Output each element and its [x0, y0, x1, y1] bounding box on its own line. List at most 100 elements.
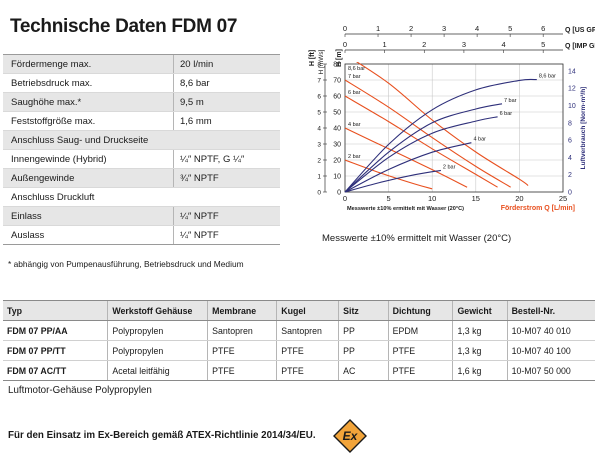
imp-gpm-tick-label: 3	[462, 40, 466, 49]
spec-value: 20 l/min	[173, 54, 280, 74]
model-header: Typ	[3, 300, 108, 321]
spec-label: Auslass	[3, 225, 174, 245]
air-curve-label: 8,6 bar	[539, 74, 556, 80]
spec-label: Einlass	[3, 206, 174, 226]
ex-atex-icon: Ex	[333, 419, 367, 453]
x-tick-label: 5	[387, 194, 391, 203]
spec-label: Betriebsdruck max.	[3, 73, 174, 93]
head-curve-label: 6 bar	[348, 90, 361, 96]
model-cell: EPDM	[387, 320, 453, 341]
us-gpm-tick-label: 2	[409, 24, 413, 33]
mws-tick-label: 6	[317, 94, 321, 101]
head-curve-label: 7 bar	[348, 74, 361, 80]
y-tick-label: 20	[333, 158, 341, 165]
model-cell: 1,6 kg	[452, 360, 508, 381]
imp-gpm-tick-label: 2	[422, 40, 426, 49]
imp-gpm-tick-label: 1	[383, 40, 387, 49]
spec-value: ¼″ NPTF	[173, 225, 280, 245]
y-tick-label: 10	[333, 174, 341, 181]
model-header: Sitz	[338, 300, 389, 321]
y-tick-label: 40	[333, 126, 341, 133]
spec-row: Einlass ¼″ NPTF	[3, 206, 280, 226]
spec-row: Innengewinde (Hybrid) ¼″ NPTF, G ¼″	[3, 149, 280, 169]
us-gpm-tick-label: 1	[376, 24, 380, 33]
model-type: FDM 07 PP/AA	[3, 320, 108, 341]
head-curve-4-bar	[345, 127, 468, 188]
spec-row: Betriebsdruck max. 8,6 bar	[3, 73, 280, 93]
model-cell: PTFE	[207, 340, 277, 361]
us-gpm-label: Q [US GPM]	[565, 27, 595, 34]
x-tick-label: 0	[343, 194, 347, 203]
chart-caption: Messwerte ±10% ermittelt mit Wasser (20°…	[322, 233, 512, 244]
air-tick-label: 4	[568, 155, 572, 162]
mws-tick-label: 0	[317, 190, 321, 197]
air-curve-7-bar	[344, 103, 503, 193]
air-curve-2-bar	[344, 169, 441, 193]
model-type: FDM 07 AC/TT	[3, 360, 108, 381]
spec-label: Fördermenge max.	[3, 54, 174, 74]
air-tick-label: 10	[568, 103, 576, 110]
model-cell: Santopren	[207, 320, 277, 341]
y-tick-label: 80	[333, 62, 341, 69]
model-header: Membrane	[207, 300, 277, 321]
mws-tick-label: 5	[317, 110, 321, 117]
model-cell: PP	[338, 320, 389, 341]
spec-value: ¼″ NPTF, G ¼″	[173, 149, 280, 169]
us-gpm-tick-label: 0	[343, 24, 347, 33]
model-cell: Acetal leitfähig	[107, 360, 208, 381]
us-gpm-tick-label: 3	[442, 24, 446, 33]
air-curve-4-bar	[344, 142, 472, 193]
air-curve-label: 4 bar	[473, 137, 486, 143]
y-tick-label: 0	[337, 190, 341, 197]
mws-tick-label: 7	[317, 78, 321, 85]
model-cell: PTFE	[387, 360, 453, 381]
spec-label: Innengewinde (Hybrid)	[3, 149, 174, 169]
model-header: Dichtung	[387, 300, 453, 321]
model-header: Kugel	[276, 300, 339, 321]
model-cell: PTFE	[207, 360, 277, 381]
air-tick-label: 0	[568, 190, 572, 197]
spec-value: ¾″ NPTF	[173, 168, 280, 188]
us-gpm-tick-label: 5	[508, 24, 512, 33]
spec-footnote: * abhängig von Pumpenausführung, Betrieb…	[8, 259, 244, 269]
model-cell: 10-M07 40 100	[506, 340, 595, 361]
model-row: FDM 07 PP/TT Polypropylen PTFE PTFE PP PTFE 1,…	[3, 340, 595, 361]
y-axis-label-mws: H [mWs]	[318, 49, 325, 74]
chart-inner-note: Messwerte ±10% ermittelt mit Wasser (20°…	[347, 206, 464, 212]
spec-label: Saughöhe max.*	[3, 92, 174, 112]
us-gpm-tick-label: 6	[541, 24, 545, 33]
y-tick-label: 60	[333, 94, 341, 101]
model-cell: PTFE	[387, 340, 453, 361]
y-tick-label: 70	[333, 78, 341, 85]
spec-row: Anschluss Saug- und Druckseite	[3, 130, 280, 150]
model-type: FDM 07 PP/TT	[3, 340, 108, 361]
mws-tick-label: 8	[317, 62, 321, 69]
mws-tick-label: 2	[317, 158, 321, 165]
imp-gpm-label: Q [IMP GPM]	[565, 43, 595, 50]
head-curve-7-bar	[345, 79, 511, 188]
x-tick-label: 20	[515, 194, 523, 203]
spec-value: 9,5 m	[173, 92, 280, 112]
ex-label: Ex	[343, 429, 359, 443]
head-curve-label: 2 bar	[348, 154, 361, 160]
spec-row: Fördermenge max. 20 l/min	[3, 54, 280, 74]
model-cell: Santopren	[276, 320, 339, 341]
model-cell: AC	[338, 360, 389, 381]
mws-tick-label: 3	[317, 142, 321, 149]
model-row: FDM 07 AC/TT Acetal leitfähig PTFE PTFE AC PT…	[3, 360, 595, 381]
spec-label: Feststoffgröße max.	[3, 111, 174, 131]
atex-note: Für den Einsatz im Ex-Bereich gemäß ATEX…	[8, 430, 316, 441]
model-cell: 1,3 kg	[452, 320, 508, 341]
air-tick-label: 2	[568, 172, 572, 179]
spec-label: Außengewinde	[3, 168, 174, 188]
air-tick-label: 12	[568, 86, 576, 93]
head-curve-2-bar	[345, 159, 433, 190]
mws-tick-label: 1	[317, 174, 321, 181]
air-curve-label: 2 bar	[443, 164, 456, 170]
x-tick-label: 10	[428, 194, 436, 203]
spec-table: Fördermenge max. 20 l/min Betriebsdruck ma…	[3, 54, 280, 245]
spec-value: 8,6 bar	[173, 73, 280, 93]
air-axis-label: Luftverbrauch [Norm-m³/h]	[580, 87, 587, 170]
y-axis-label-m: H [m]	[336, 49, 343, 67]
model-cell: 1,3 kg	[452, 340, 508, 361]
